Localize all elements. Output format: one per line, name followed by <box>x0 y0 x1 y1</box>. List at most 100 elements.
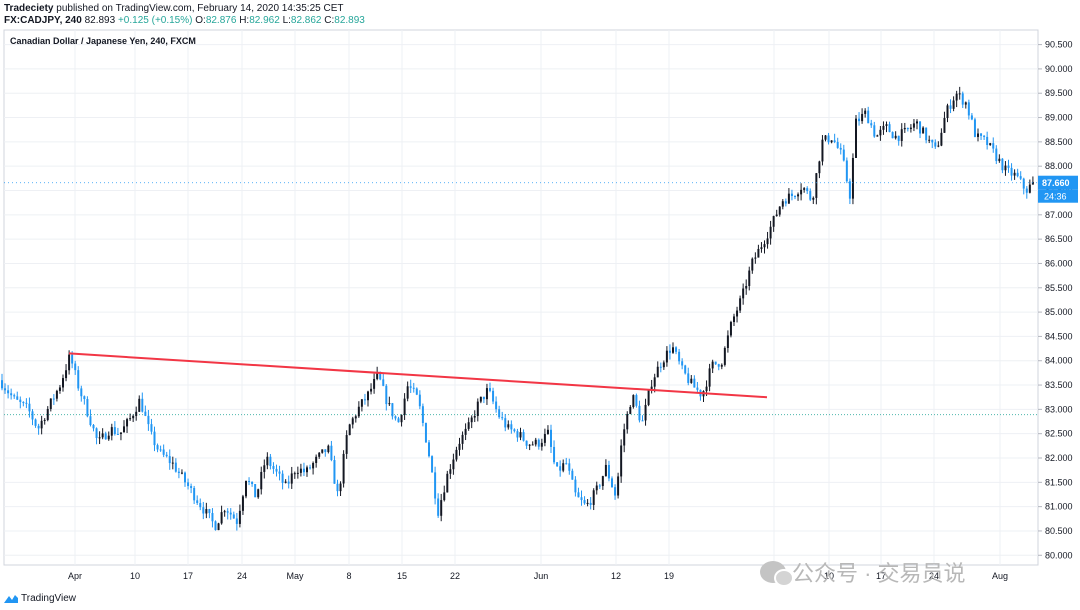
candle-body <box>193 487 196 501</box>
candle-body <box>690 378 693 383</box>
candle-body <box>781 201 784 207</box>
candle-body <box>220 512 223 524</box>
candle-body <box>440 500 443 516</box>
candle-body <box>315 456 318 464</box>
candle-body <box>266 456 269 466</box>
candle-body <box>281 473 284 483</box>
candle-body <box>25 402 28 404</box>
countdown-badge <box>1038 189 1078 203</box>
candle-body <box>19 399 22 403</box>
candle-body <box>943 118 946 133</box>
open-value: 82.876 <box>205 15 237 26</box>
candle-body <box>595 485 598 491</box>
candle-body <box>16 396 19 400</box>
candle-body <box>498 409 501 418</box>
candle-body <box>659 366 662 368</box>
candle-body <box>824 135 827 140</box>
close-value: 82.893 <box>334 15 365 26</box>
candle-body <box>510 424 513 430</box>
candle-body <box>754 257 757 259</box>
candle-body <box>504 418 507 428</box>
last-value: 82.893 <box>84 15 116 26</box>
y-tick-label: 83.500 <box>1045 380 1073 390</box>
candle-body <box>775 214 778 217</box>
candle-body <box>241 496 244 511</box>
candle-body <box>733 316 735 323</box>
candle-body <box>977 133 979 137</box>
candle-body <box>275 468 278 472</box>
candle-body <box>318 452 321 457</box>
y-tick-label: 89.500 <box>1045 88 1073 98</box>
candle-body <box>531 444 534 446</box>
candle-body <box>644 404 647 421</box>
trendline[interactable] <box>68 352 768 399</box>
candle-body <box>248 480 251 482</box>
candle-body <box>388 403 391 405</box>
candle-body <box>1016 172 1019 177</box>
x-tick-label: 12 <box>611 571 621 581</box>
candle-body <box>769 226 772 239</box>
candle-body <box>919 121 922 134</box>
candle-body <box>382 379 385 386</box>
candle-body <box>287 481 290 484</box>
candle-body <box>229 512 232 515</box>
candle-body <box>65 370 68 379</box>
candle-body <box>126 419 129 427</box>
candle-body <box>855 118 857 158</box>
candle-body <box>437 498 440 516</box>
candle-body <box>208 509 211 514</box>
candle-body <box>748 270 751 286</box>
candle-body <box>559 466 562 471</box>
candle-body <box>132 415 135 419</box>
candle-body <box>739 298 742 311</box>
candle-body <box>461 434 464 444</box>
candle-body <box>598 485 601 487</box>
candle-body <box>556 462 559 467</box>
watermark-text: 公众号 · 交易员说 <box>792 561 966 586</box>
candle-body <box>864 110 867 114</box>
candle-body <box>150 424 153 432</box>
candle-body <box>656 366 659 378</box>
candle-body <box>354 416 357 419</box>
y-tick-label: 90.500 <box>1045 40 1073 50</box>
candle-body <box>714 361 717 365</box>
candle-body <box>345 435 348 454</box>
candle-body <box>586 502 589 504</box>
candle-body <box>254 484 257 498</box>
candle-body <box>476 401 479 417</box>
candle-body <box>62 378 64 388</box>
candle-body <box>190 486 193 488</box>
candle-body <box>851 157 854 199</box>
candle-body <box>891 132 894 139</box>
candle-body <box>742 288 745 299</box>
open-label: O: <box>195 15 206 26</box>
x-tick-label: 17 <box>183 571 193 581</box>
candle-body <box>113 427 116 434</box>
candle-body <box>321 449 324 453</box>
candle-body <box>675 347 678 352</box>
candle-body <box>522 432 525 441</box>
candle-body <box>397 418 400 423</box>
candle-body <box>306 467 308 473</box>
candle-body <box>71 354 74 364</box>
candle-body <box>867 110 870 124</box>
plot-frame <box>3 29 1039 566</box>
candle-body <box>845 160 848 182</box>
candle-body <box>592 490 595 505</box>
candle-body <box>540 442 543 447</box>
candle-body <box>1031 181 1034 185</box>
published-text: published on TradingView.com, February 1… <box>56 3 344 14</box>
candle-body <box>696 387 699 390</box>
candle-body <box>202 507 205 514</box>
candle-body <box>672 347 674 353</box>
candle-body <box>184 472 186 483</box>
candle-body <box>424 422 427 443</box>
candle-body <box>723 347 726 365</box>
candle-body <box>92 424 95 429</box>
candle-body <box>931 139 934 143</box>
publisher-name: Tradeciety <box>4 3 54 14</box>
symbol-label: FX:CADJPY, 240 <box>4 15 82 26</box>
candle-body <box>623 429 626 446</box>
candle-body <box>906 127 909 130</box>
